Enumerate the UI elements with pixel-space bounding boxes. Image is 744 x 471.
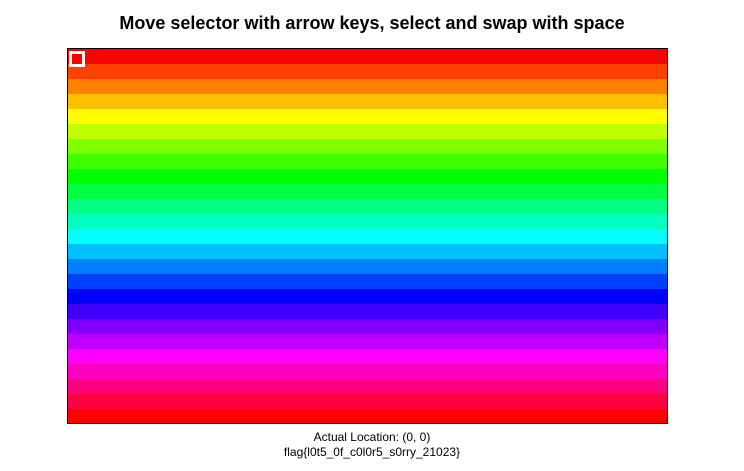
color-row[interactable] [68,379,667,394]
color-row[interactable] [68,349,667,364]
color-row[interactable] [68,334,667,349]
color-row[interactable] [68,409,667,423]
color-row[interactable] [68,274,667,289]
color-row[interactable] [68,319,667,334]
color-row[interactable] [68,94,667,109]
color-row[interactable] [68,64,667,79]
color-row[interactable] [68,364,667,379]
color-row[interactable] [68,79,667,94]
color-grid[interactable] [67,48,668,424]
color-row[interactable] [68,229,667,244]
page-title: Move selector with arrow keys, select an… [119,13,625,33]
color-row[interactable] [68,199,667,214]
color-row[interactable] [68,109,667,124]
color-row[interactable] [68,289,667,304]
color-row[interactable] [68,214,667,229]
location-readout: Actual Location: (0, 0) [313,430,431,444]
color-row[interactable] [68,49,667,64]
selector-cursor[interactable] [69,51,85,67]
color-row[interactable] [68,184,667,199]
selector-cell-color [72,54,82,64]
color-row[interactable] [68,394,667,409]
color-row[interactable] [68,124,667,139]
color-row[interactable] [68,259,667,274]
color-row[interactable] [68,154,667,169]
color-row[interactable] [68,244,667,259]
color-row[interactable] [68,139,667,154]
color-row[interactable] [68,304,667,319]
color-row[interactable] [68,169,667,184]
flag-text: flag{l0t5_0f_c0l0r5_s0rry_21023} [283,445,461,459]
